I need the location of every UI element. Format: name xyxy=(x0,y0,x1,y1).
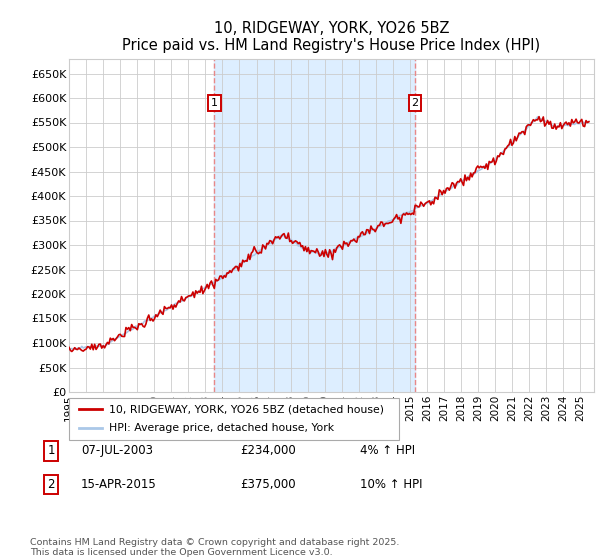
Text: HPI: Average price, detached house, York: HPI: Average price, detached house, York xyxy=(109,423,334,433)
Bar xyxy=(214,59,415,392)
Text: 1: 1 xyxy=(211,98,218,108)
Text: 07-JUL-2003: 07-JUL-2003 xyxy=(81,444,153,458)
Text: 2: 2 xyxy=(47,478,55,491)
Text: £375,000: £375,000 xyxy=(240,478,296,491)
Text: 1: 1 xyxy=(47,444,55,458)
Text: 15-APR-2015: 15-APR-2015 xyxy=(81,478,157,491)
Text: 10, RIDGEWAY, YORK, YO26 5BZ (detached house): 10, RIDGEWAY, YORK, YO26 5BZ (detached h… xyxy=(109,404,383,414)
Text: 10% ↑ HPI: 10% ↑ HPI xyxy=(360,478,422,491)
Text: 2: 2 xyxy=(411,98,418,108)
Title: 10, RIDGEWAY, YORK, YO26 5BZ
Price paid vs. HM Land Registry's House Price Index: 10, RIDGEWAY, YORK, YO26 5BZ Price paid … xyxy=(122,21,541,53)
Text: 4% ↑ HPI: 4% ↑ HPI xyxy=(360,444,415,458)
Text: £234,000: £234,000 xyxy=(240,444,296,458)
FancyBboxPatch shape xyxy=(69,398,399,440)
Text: Contains HM Land Registry data © Crown copyright and database right 2025.
This d: Contains HM Land Registry data © Crown c… xyxy=(30,538,400,557)
